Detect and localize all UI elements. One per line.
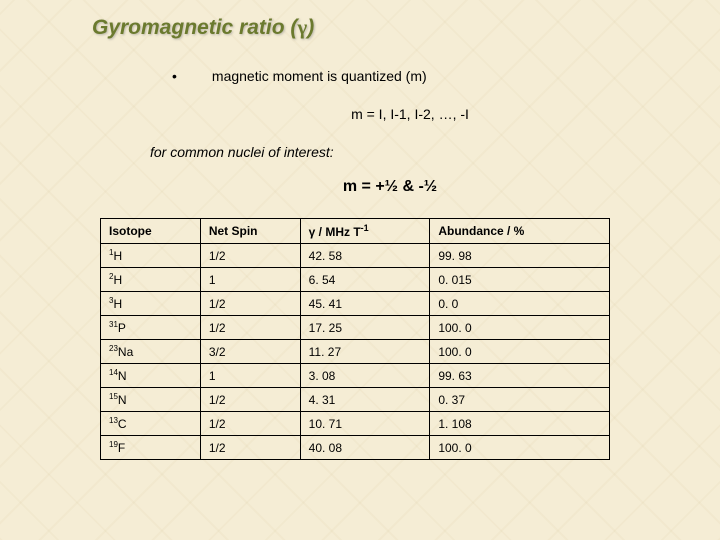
cell-spin: 1 [200,364,300,388]
cell-isotope: 13C [101,412,201,436]
table-row: 15N1/24. 310. 37 [101,388,610,412]
cell-gamma: 6. 54 [300,268,430,292]
cell-gamma: 17. 25 [300,316,430,340]
cell-gamma: 3. 08 [300,364,430,388]
table-row: 31P1/217. 25100. 0 [101,316,610,340]
mass-number: 14 [109,368,118,377]
table-row: 13C1/210. 711. 108 [101,412,610,436]
cell-isotope: 19F [101,436,201,460]
cell-gamma: 42. 58 [300,244,430,268]
cell-spin: 1 [200,268,300,292]
element-symbol: N [118,369,127,383]
table-row: 3H1/245. 410. 0 [101,292,610,316]
element-symbol: N [118,393,127,407]
mass-number: 15 [109,392,118,401]
cell-abundance: 99. 63 [430,364,610,388]
element-symbol: H [113,273,122,287]
isotope-table: Isotope Net Spin γ / MHz T-1 Abundance /… [100,218,610,460]
formula-m-half: m = +½ & -½ [92,178,628,196]
bullet-text: magnetic moment is quantized (m) [212,68,427,84]
cell-spin: 1/2 [200,316,300,340]
element-symbol: F [118,441,125,455]
title-suffix: ) [307,16,314,39]
cell-isotope: 14N [101,364,201,388]
mass-number: 31 [109,320,118,329]
cell-abundance: 100. 0 [430,316,610,340]
header-abundance: Abundance / % [430,219,610,244]
cell-abundance: 0. 37 [430,388,610,412]
table-row: 1H1/242. 5899. 98 [101,244,610,268]
cell-abundance: 1. 108 [430,412,610,436]
cell-gamma: 4. 31 [300,388,430,412]
cell-isotope: 23Na [101,340,201,364]
mass-number: 13 [109,416,118,425]
cell-abundance: 0. 0 [430,292,610,316]
subtitle: for common nuclei of interest: [150,144,628,160]
page-title: Gyromagnetic ratio (γ) [92,15,628,40]
element-symbol: H [113,249,122,263]
element-symbol: Na [118,345,133,359]
cell-gamma: 45. 41 [300,292,430,316]
cell-spin: 1/2 [200,388,300,412]
cell-abundance: 100. 0 [430,340,610,364]
table-row: 14N13. 0899. 63 [101,364,610,388]
cell-abundance: 0. 015 [430,268,610,292]
cell-isotope: 15N [101,388,201,412]
table-row: 19F1/240. 08100. 0 [101,436,610,460]
mass-number: 19 [109,440,118,449]
table-row: 2H16. 540. 015 [101,268,610,292]
formula-m-values: m = I, I-1, I-2, …, -I [92,106,628,122]
cell-spin: 1/2 [200,244,300,268]
cell-isotope: 1H [101,244,201,268]
cell-spin: 1/2 [200,292,300,316]
element-symbol: C [118,417,127,431]
table-header-row: Isotope Net Spin γ / MHz T-1 Abundance /… [101,219,610,244]
element-symbol: P [118,321,126,335]
cell-gamma: 11. 27 [300,340,430,364]
header-gamma-sup: -1 [361,223,369,233]
cell-isotope: 31P [101,316,201,340]
bullet-marker: • [172,68,177,84]
cell-spin: 1/2 [200,412,300,436]
cell-spin: 3/2 [200,340,300,364]
cell-abundance: 100. 0 [430,436,610,460]
title-prefix: Gyromagnetic ratio ( [92,16,297,39]
header-gamma: γ / MHz T-1 [300,219,430,244]
element-symbol: H [113,297,122,311]
cell-isotope: 3H [101,292,201,316]
header-isotope: Isotope [101,219,201,244]
table-row: 23Na3/211. 27100. 0 [101,340,610,364]
title-gamma: γ [297,15,307,39]
header-spin: Net Spin [200,219,300,244]
mass-number: 23 [109,344,118,353]
header-gamma-mid: / MHz T [315,225,360,239]
cell-gamma: 40. 08 [300,436,430,460]
cell-gamma: 10. 71 [300,412,430,436]
cell-spin: 1/2 [200,436,300,460]
cell-isotope: 2H [101,268,201,292]
cell-abundance: 99. 98 [430,244,610,268]
bullet-line: • magnetic moment is quantized (m) [172,68,628,84]
